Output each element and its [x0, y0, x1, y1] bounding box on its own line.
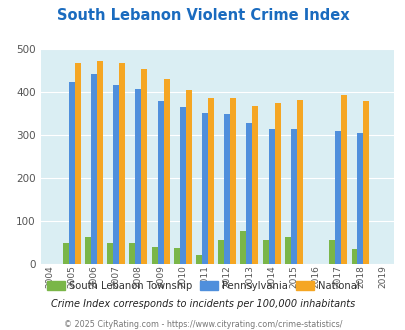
Text: © 2025 CityRating.com - https://www.cityrating.com/crime-statistics/: © 2025 CityRating.com - https://www.city… [64, 320, 341, 329]
Bar [173, 248, 179, 264]
Bar [151, 247, 157, 264]
Bar [224, 114, 230, 264]
Bar [97, 61, 102, 264]
Bar [163, 79, 169, 264]
Bar [341, 95, 346, 264]
Bar [351, 249, 357, 264]
Bar [135, 89, 141, 264]
Bar [246, 123, 252, 264]
Bar [357, 133, 362, 264]
Bar [107, 243, 113, 264]
Bar [185, 90, 191, 264]
Bar [202, 113, 207, 264]
Bar [75, 63, 81, 264]
Bar [262, 240, 268, 264]
Bar [85, 237, 91, 264]
Bar [274, 103, 280, 264]
Bar [252, 106, 258, 264]
Bar [290, 129, 296, 264]
Bar [240, 231, 246, 264]
Bar [113, 85, 119, 264]
Bar [157, 101, 163, 264]
Bar [196, 254, 202, 264]
Bar [119, 63, 125, 264]
Text: Crime Index corresponds to incidents per 100,000 inhabitants: Crime Index corresponds to incidents per… [51, 299, 354, 309]
Bar [362, 101, 369, 264]
Bar [268, 129, 274, 264]
Legend: South Lebanon Township, Pennsylvania, National: South Lebanon Township, Pennsylvania, Na… [43, 277, 362, 295]
Bar [335, 131, 341, 264]
Bar [68, 82, 75, 264]
Bar [62, 243, 68, 264]
Bar [179, 107, 185, 264]
Bar [217, 240, 224, 264]
Bar [230, 98, 236, 264]
Bar [129, 243, 135, 264]
Bar [141, 69, 147, 264]
Bar [207, 98, 213, 264]
Bar [91, 74, 97, 264]
Bar [284, 237, 290, 264]
Bar [328, 240, 335, 264]
Bar [296, 100, 302, 264]
Text: South Lebanon Violent Crime Index: South Lebanon Violent Crime Index [57, 8, 348, 23]
